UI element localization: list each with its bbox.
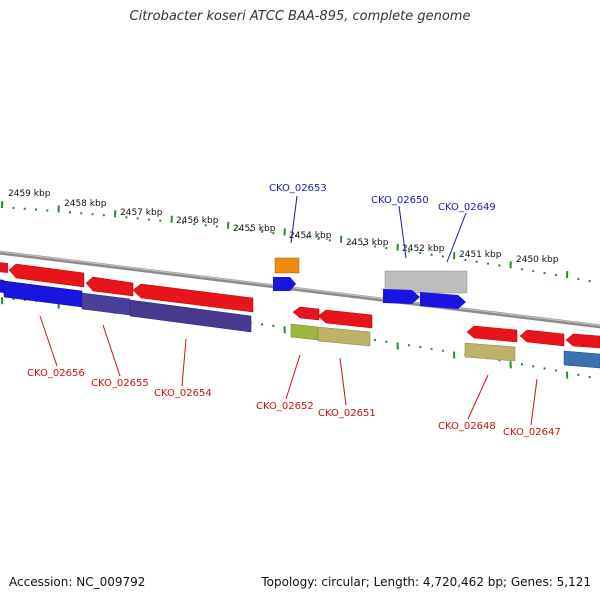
gene-arrow-cko-02648-region[interactable] bbox=[466, 325, 518, 343]
label-connector bbox=[530, 378, 538, 426]
gene-arrow-cko-02655[interactable] bbox=[81, 292, 131, 316]
gene-label-cko-02647[interactable]: CKO_02647 bbox=[503, 427, 561, 438]
gene-arrow-cko-02651-region[interactable] bbox=[317, 309, 373, 329]
gene-arrow-cko-02653[interactable] bbox=[273, 277, 296, 291]
genome-backbone-highlight bbox=[0, 251, 600, 326]
ruler-label: 2454 kbp bbox=[289, 231, 332, 241]
ruler-label: 2457 kbp bbox=[120, 208, 163, 218]
top-gene-labels: CKO_02653 CKO_02650 CKO_02649 bbox=[269, 183, 496, 263]
gene-label-cko-02651[interactable]: CKO_02651 bbox=[318, 408, 376, 419]
gene-label-cko-02648[interactable]: CKO_02648 bbox=[438, 421, 496, 432]
gene-arrow-cko-02654[interactable] bbox=[129, 299, 252, 333]
forward-strand-genes bbox=[0, 257, 600, 349]
ruler-label: 2456 kbp bbox=[176, 216, 219, 226]
ruler-label: 2451 kbp bbox=[459, 250, 502, 260]
reverse-strand-genes bbox=[0, 277, 600, 369]
gene-arrow-cko-02652[interactable] bbox=[290, 323, 319, 341]
gene-label-cko-02650[interactable]: CKO_02650 bbox=[371, 195, 429, 206]
gene-arrow-cko-02650[interactable] bbox=[383, 289, 420, 304]
genome-backbone bbox=[0, 250, 600, 329]
gene-arrow-cko-02649[interactable] bbox=[420, 292, 466, 309]
bottom-gene-labels: CKO_02656 CKO_02655 CKO_02654 CKO_02652 … bbox=[27, 315, 561, 438]
gene-arrow[interactable] bbox=[0, 279, 4, 293]
label-connector bbox=[398, 205, 407, 259]
gene-arrow-cko-02651[interactable] bbox=[317, 326, 371, 347]
ruler-label: 2455 kbp bbox=[233, 224, 276, 234]
ruler-label: 2452 kbp bbox=[402, 244, 445, 254]
label-connector bbox=[285, 354, 301, 400]
gene-arrow[interactable] bbox=[565, 333, 600, 349]
gene-label-cko-02652[interactable]: CKO_02652 bbox=[256, 401, 314, 412]
gene-label-cko-02656[interactable]: CKO_02656 bbox=[27, 368, 85, 379]
accession-text: Accession: NC_009792 bbox=[9, 575, 146, 589]
gene-block-cko-02653[interactable] bbox=[274, 257, 300, 274]
label-connector bbox=[446, 212, 467, 263]
ruler-label: 2459 kbp bbox=[8, 189, 51, 199]
gene-arrow-cko-02647[interactable] bbox=[563, 350, 600, 369]
label-connector bbox=[467, 374, 489, 420]
label-connector bbox=[102, 324, 121, 377]
gene-arrow-cko-02654-region[interactable] bbox=[132, 283, 254, 313]
ruler-label: 2458 kbp bbox=[64, 199, 107, 209]
label-connector bbox=[339, 357, 347, 406]
ruler-label: 2453 kbp bbox=[346, 238, 389, 248]
label-connector bbox=[290, 195, 298, 244]
gene-arrow-cko-02648[interactable] bbox=[464, 342, 516, 362]
gene-arrow-cko-02652-region[interactable] bbox=[292, 306, 320, 321]
gene-arrow-cko-02647-region[interactable] bbox=[519, 329, 565, 347]
map-title: Citrobacter koseri ATCC BAA-895, complet… bbox=[129, 9, 471, 24]
gene-label-cko-02649[interactable]: CKO_02649 bbox=[438, 202, 496, 213]
genome-summary-text: Topology: circular; Length: 4,720,462 bp… bbox=[261, 575, 591, 589]
gene-label-cko-02655[interactable]: CKO_02655 bbox=[91, 378, 149, 389]
ruler-label: 2450 kbp bbox=[516, 255, 559, 265]
label-connector bbox=[39, 315, 58, 367]
gene-label-cko-02653[interactable]: CKO_02653 bbox=[269, 183, 327, 194]
gene-arrow-cko-02656-region[interactable] bbox=[8, 263, 85, 288]
gene-arrow-cko-02655-region[interactable] bbox=[85, 276, 134, 297]
gene-label-cko-02654[interactable]: CKO_02654 bbox=[154, 388, 212, 399]
upper-tick-row bbox=[1, 201, 591, 283]
gene-arrow[interactable] bbox=[0, 262, 8, 273]
label-connector bbox=[181, 338, 187, 387]
